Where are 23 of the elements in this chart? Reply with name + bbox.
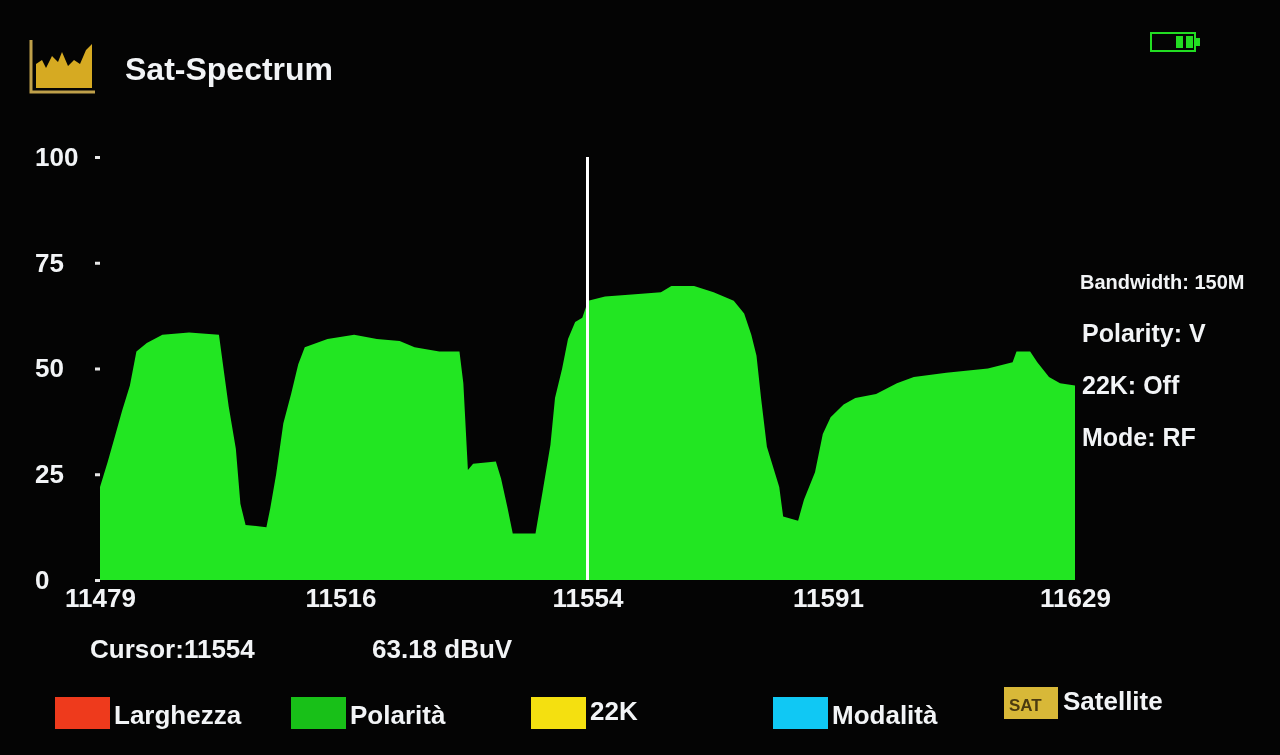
y-tick-label: 50: [35, 353, 64, 384]
text: SAT: [1009, 696, 1043, 715]
text: Larghezza: [114, 700, 242, 730]
x-tick-label: 11591: [793, 583, 864, 614]
x-tick-label: 11479: [65, 583, 136, 614]
x-tick-label: 11516: [305, 583, 377, 614]
text: Modalità: [832, 700, 938, 730]
text: 22K: [590, 696, 638, 726]
text: 22K: Off: [1082, 371, 1180, 399]
y-tick-label: 100: [35, 141, 79, 172]
y-tick-label: 75: [35, 247, 64, 278]
chart-title: Sat-Spectrum: [125, 51, 334, 87]
y-tick-label: 0: [35, 564, 50, 595]
text: Mode: RF: [1082, 423, 1196, 451]
text: Polarity: V: [1082, 319, 1206, 347]
text: Satellite: [1063, 686, 1163, 716]
text: Bandwidth: 150M: [1080, 271, 1245, 293]
x-tick-label: 11629: [1040, 583, 1111, 614]
text: Cursor:11554: [90, 634, 256, 664]
y-tick-label: 25: [35, 459, 64, 490]
x-tick-label: 11554: [552, 583, 624, 614]
text: Polarità: [350, 700, 446, 730]
text: 63.18 dBuV: [372, 634, 513, 664]
